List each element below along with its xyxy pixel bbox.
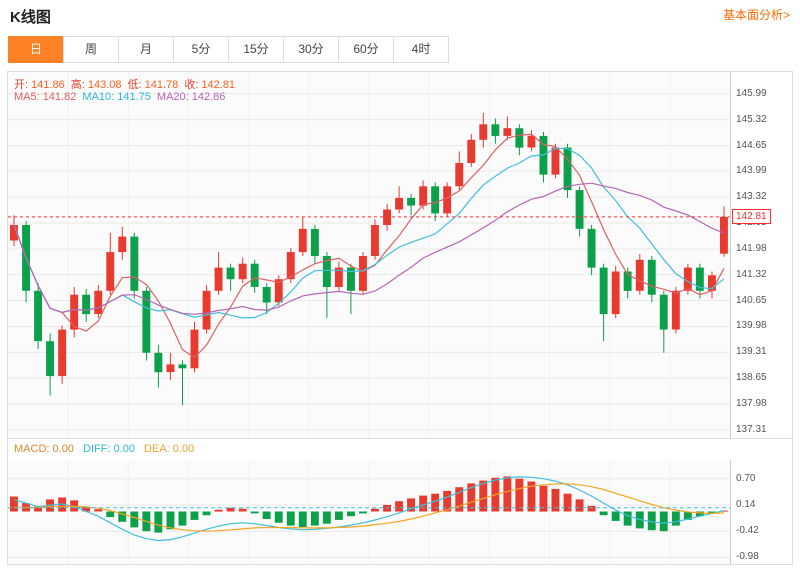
tab-30min[interactable]: 30分: [283, 36, 339, 63]
diff-value: 0.00: [113, 443, 135, 455]
main-y-tick: 143.32: [736, 191, 767, 203]
main-y-tick: 143.99: [736, 165, 767, 177]
diff-label: DIFF:: [83, 443, 111, 455]
dea-value: 0.00: [172, 443, 195, 455]
main-y-axis: 142.81 145.99145.32144.65143.99143.32142…: [730, 72, 790, 438]
macd-y-tick: -0.42: [736, 525, 759, 537]
page-title: K线图: [10, 9, 51, 26]
main-y-tick: 139.98: [736, 320, 767, 332]
main-y-tick: 138.65: [736, 371, 767, 383]
macd-chart-row: 0.70 0.14 -0.42 -0.98: [8, 460, 792, 564]
ma10-line: [13, 147, 725, 319]
fundamental-analysis-link[interactable]: 基本面分析>: [722, 8, 790, 22]
macd-info: MACD: 0.00 DIFF: 0.00 DEA: 0.00: [8, 438, 792, 460]
tab-week[interactable]: 周: [63, 36, 119, 63]
main-chart-row: 开: 141.86 高: 143.08 低: 141.78 收: 142.81 MA5:…: [8, 72, 792, 438]
diff-line: [13, 476, 725, 542]
tab-month[interactable]: 月: [118, 36, 174, 63]
ma5-line: [13, 133, 725, 359]
current-price-badge: 142.81: [732, 208, 771, 224]
macd-y-tick: 0.14: [736, 498, 756, 510]
header: K线图 基本面分析>: [0, 0, 800, 28]
main-y-tick: 141.32: [736, 268, 767, 280]
macd-label: MACD:: [14, 443, 50, 455]
candles: [10, 112, 728, 406]
main-y-tick: 141.98: [736, 242, 767, 254]
macd-y-axis: 0.70 0.14 -0.42 -0.98: [730, 460, 790, 564]
kline-chart-widget: 开: 141.86 高: 143.08 低: 141.78 收: 142.81 MA5:…: [7, 71, 793, 565]
tab-4hour[interactable]: 4时: [393, 36, 449, 63]
macd-gridlines: [8, 460, 730, 564]
main-y-tick: 145.32: [736, 113, 767, 125]
period-tabs: 日 周 月 5分 15分 30分 60分 4时: [8, 36, 800, 63]
tab-15min[interactable]: 15分: [228, 36, 284, 63]
main-y-tick: 145.99: [736, 87, 767, 99]
macd-y-tick: -0.98: [736, 551, 759, 563]
main-y-tick: 137.31: [736, 423, 767, 435]
main-y-tick: 139.31: [736, 346, 767, 358]
tab-60min[interactable]: 60分: [338, 36, 394, 63]
macd-y-tick: 0.70: [736, 472, 756, 484]
macd-chart-plot[interactable]: [8, 460, 730, 564]
ma20-line: [13, 182, 725, 315]
dea-label: DEA:: [144, 443, 170, 455]
tab-day[interactable]: 日: [8, 36, 64, 63]
main-y-tick: 144.65: [736, 139, 767, 151]
macd-chart-svg: [8, 460, 730, 564]
main-gridlines: [8, 72, 730, 438]
tab-5min[interactable]: 5分: [173, 36, 229, 63]
macd-value: 0.00: [52, 443, 74, 455]
main-chart-plot[interactable]: 开: 141.86 高: 143.08 低: 141.78 收: 142.81 MA5:…: [8, 72, 730, 438]
main-y-tick: 137.98: [736, 397, 767, 409]
main-y-tick: 140.65: [736, 294, 767, 306]
dea-line: [14, 483, 725, 532]
candlestick-chart-svg: [8, 72, 730, 438]
